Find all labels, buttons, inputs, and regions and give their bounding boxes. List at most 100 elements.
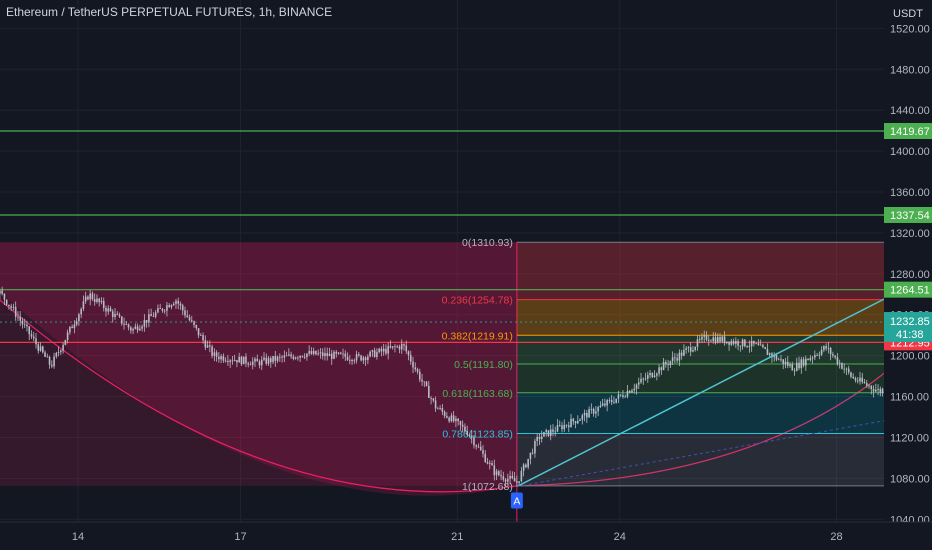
candle xyxy=(750,336,753,352)
price-tick: 1320.00 xyxy=(890,228,930,240)
candle xyxy=(211,344,213,359)
candle xyxy=(583,409,586,422)
candle xyxy=(127,323,130,331)
time-tick: 21 xyxy=(451,531,463,543)
current-price-tag[interactable] xyxy=(884,312,932,343)
candle xyxy=(231,356,234,365)
candle xyxy=(385,344,387,356)
candle xyxy=(66,329,69,344)
candle xyxy=(473,435,475,449)
candle xyxy=(416,367,419,375)
candle xyxy=(358,352,360,358)
candle xyxy=(443,410,446,419)
candle xyxy=(660,366,663,375)
candle xyxy=(757,339,760,346)
candle xyxy=(351,358,353,365)
candle xyxy=(692,346,694,353)
candle xyxy=(238,352,240,363)
horizontal-levels[interactable] xyxy=(0,130,884,343)
candle xyxy=(369,350,371,358)
candle xyxy=(387,342,389,360)
candle xyxy=(461,420,464,433)
candle xyxy=(854,376,857,383)
candle xyxy=(200,333,202,336)
candle xyxy=(852,373,855,379)
candle xyxy=(44,350,46,358)
candle xyxy=(710,338,712,342)
candle xyxy=(538,433,541,446)
candle xyxy=(588,406,590,418)
time-axis-bg xyxy=(0,522,932,550)
candle xyxy=(321,348,324,360)
candle xyxy=(556,419,559,433)
candle xyxy=(328,347,331,357)
candle xyxy=(789,361,791,368)
candle xyxy=(599,401,602,408)
candle xyxy=(868,383,870,389)
candle xyxy=(847,365,850,375)
candle xyxy=(91,291,94,302)
fib-label-1: 1(1072.68) xyxy=(462,481,513,493)
candle xyxy=(484,450,487,463)
candle xyxy=(19,311,22,327)
candle xyxy=(737,338,739,351)
candle xyxy=(120,316,123,326)
candle xyxy=(299,355,301,362)
candle xyxy=(820,346,823,357)
time-tick: 28 xyxy=(830,531,842,543)
candle xyxy=(60,349,62,356)
candle xyxy=(881,387,884,397)
price-tick: 1400.00 xyxy=(890,146,930,158)
candle xyxy=(258,359,261,369)
candle xyxy=(649,370,651,379)
candle xyxy=(400,339,403,354)
level-tag-1337.54[interactable] xyxy=(884,206,932,223)
candle xyxy=(470,430,473,444)
candle xyxy=(832,351,834,358)
candle xyxy=(554,426,557,437)
level-tag-1264.51[interactable] xyxy=(884,281,932,298)
candle xyxy=(606,398,608,412)
fib-band-0.5 xyxy=(516,364,932,393)
candle xyxy=(529,452,532,465)
time-axis[interactable]: 1417212428Dec58121519 xyxy=(0,521,932,550)
candle xyxy=(441,403,444,416)
candle xyxy=(572,417,575,425)
candle xyxy=(14,301,17,321)
candle xyxy=(511,471,514,480)
candle xyxy=(558,420,561,427)
fibonacci-retracement: 0(1310.93) 0.236(1254.78) 0.382(1219.91) 0.… xyxy=(442,237,932,493)
candle xyxy=(414,362,417,372)
price-tick: 1520.00 xyxy=(890,23,930,35)
point-badge-A xyxy=(510,492,523,509)
candle xyxy=(744,339,746,348)
candle xyxy=(48,355,51,369)
price-tick: 1280.00 xyxy=(890,269,930,281)
candle xyxy=(69,326,71,335)
candle xyxy=(464,423,466,433)
candle xyxy=(552,424,554,437)
candle xyxy=(5,299,8,306)
ratio-line-ac xyxy=(516,411,932,488)
candle xyxy=(574,420,577,429)
candle xyxy=(310,347,313,355)
fib-label-0: 0(1310.93) xyxy=(462,237,513,249)
candle xyxy=(362,355,365,365)
level-tag-1419.67[interactable] xyxy=(884,123,932,139)
candle xyxy=(224,357,227,363)
candle xyxy=(685,346,687,354)
candle xyxy=(23,318,26,329)
candle xyxy=(563,419,566,433)
candle xyxy=(687,346,690,353)
candle xyxy=(32,331,35,342)
candle xyxy=(534,438,536,458)
fib-label-0.786: 0.786(1123.85) xyxy=(442,429,512,441)
candle xyxy=(437,406,439,410)
candle xyxy=(130,325,132,334)
candle xyxy=(290,351,292,359)
cup-pattern xyxy=(0,242,932,522)
price-axis[interactable]: 1040.001080.001120.001160.001200.001240.… xyxy=(884,0,932,550)
candle xyxy=(773,352,776,362)
candle xyxy=(671,351,674,366)
